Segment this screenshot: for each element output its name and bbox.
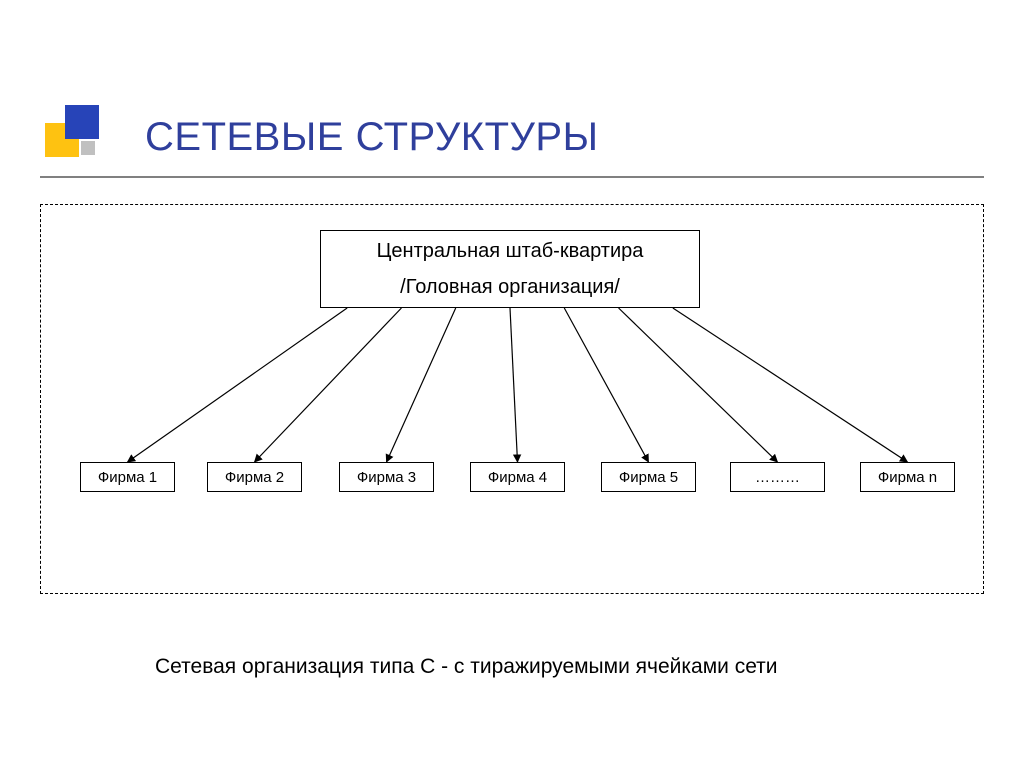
firm-node-1: Фирма 2 — [207, 462, 302, 492]
logo-square-gray — [81, 141, 95, 155]
firm-node-3: Фирма 4 — [470, 462, 565, 492]
firm-node-2: Фирма 3 — [339, 462, 434, 492]
slide-title: СЕТЕВЫЕ СТРУКТУРЫ — [145, 115, 599, 160]
slide-caption: Сетевая организация типа С - с тиражируе… — [155, 655, 778, 679]
firm-node-5: ……… — [730, 462, 825, 492]
firm-node-4: Фирма 5 — [601, 462, 696, 492]
firm-node-0: Фирма 1 — [80, 462, 175, 492]
slide-logo — [45, 105, 105, 165]
hq-line1: Центральная штаб-квартира — [321, 233, 699, 269]
title-underline — [40, 176, 984, 178]
hq-line2: /Головная организация/ — [321, 269, 699, 305]
hq-node: Центральная штаб-квартира /Головная орга… — [320, 230, 700, 308]
firm-node-6: Фирма n — [860, 462, 955, 492]
logo-square-blue — [65, 105, 99, 139]
